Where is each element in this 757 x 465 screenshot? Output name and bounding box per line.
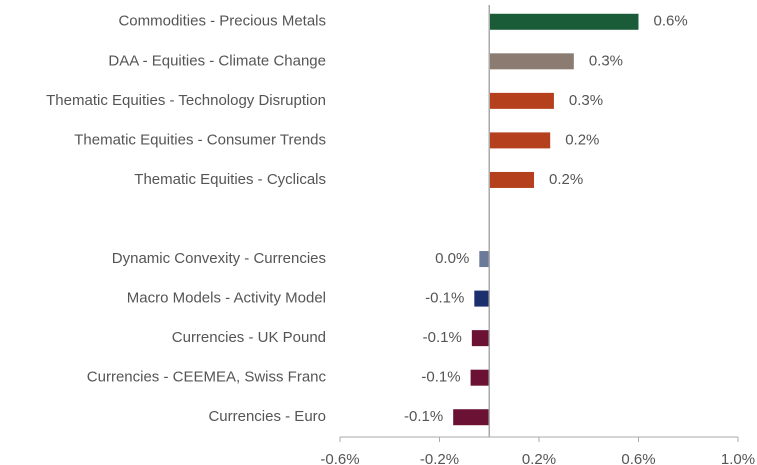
y-tick-label: Currencies - CEEMEA, Swiss Franc (87, 369, 327, 386)
x-tick-label: -0.6% (320, 451, 359, 465)
y-tick-label: Commodities - Precious Metals (118, 13, 326, 30)
y-tick-label: DAA - Equities - Climate Change (108, 52, 326, 69)
bar (489, 53, 574, 70)
value-label: 0.6% (654, 13, 688, 30)
value-label: 0.2% (549, 171, 583, 188)
x-tick-label: 1.0% (721, 451, 755, 465)
value-label: 0.2% (565, 131, 599, 148)
x-tick-label: -0.2% (420, 451, 459, 465)
value-label: -0.1% (425, 290, 464, 307)
bar (474, 290, 490, 307)
bar (489, 13, 639, 30)
y-tick-label: Thematic Equities - Consumer Trends (74, 131, 326, 148)
y-tick-label: Thematic Equities - Cyclicals (134, 171, 326, 188)
value-label: 0.0% (435, 250, 469, 267)
x-tick-label: 0.6% (621, 451, 655, 465)
bar (489, 171, 535, 188)
bar (489, 132, 551, 149)
y-tick-label: Dynamic Convexity - Currencies (112, 250, 326, 267)
bar (470, 369, 490, 386)
y-tick-label: Currencies - Euro (208, 408, 326, 425)
y-tick-label: Macro Models - Activity Model (127, 290, 326, 307)
bar (453, 409, 490, 426)
value-label: -0.1% (423, 329, 462, 346)
value-label: -0.1% (421, 369, 460, 386)
y-tick-label: Thematic Equities - Technology Disruptio… (46, 92, 326, 109)
bar (479, 251, 490, 268)
bar (471, 330, 490, 347)
y-tick-label: Currencies - UK Pound (172, 329, 326, 346)
value-label: 0.3% (569, 92, 603, 109)
bar (489, 92, 554, 109)
value-label: -0.1% (404, 408, 443, 425)
x-tick-label: 0.2% (522, 451, 556, 465)
value-label: 0.3% (589, 52, 623, 69)
